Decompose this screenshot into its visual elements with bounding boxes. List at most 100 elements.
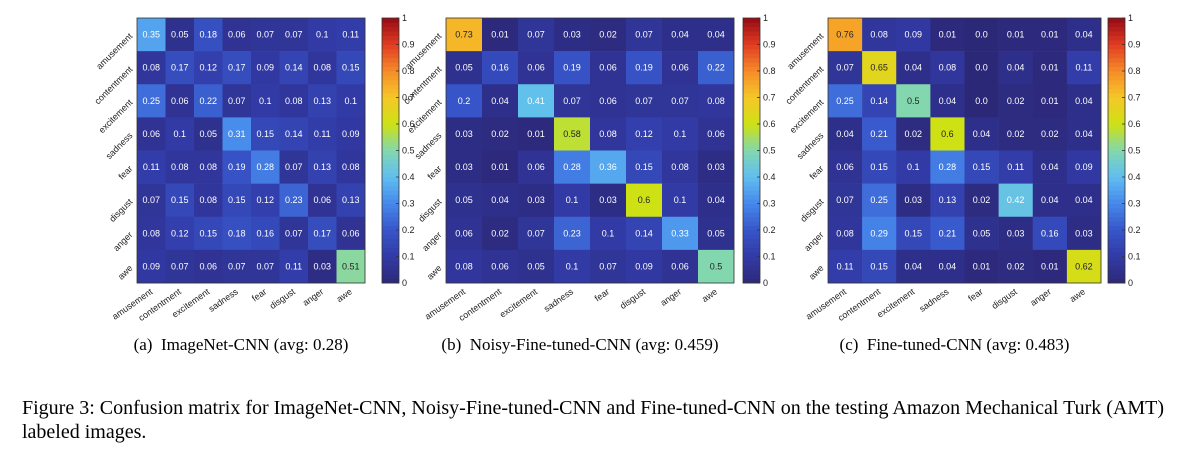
colorbar-segment (382, 119, 399, 125)
colorbar-segment (1108, 181, 1125, 187)
colorbar-segment (1108, 128, 1125, 134)
colorbar-tick-label: 0.9 (763, 40, 776, 50)
colorbar-segment (382, 97, 399, 103)
cell-value-label: 0.04 (707, 30, 725, 40)
y-tick-label: disgust (798, 196, 826, 224)
heatmap-cell (698, 84, 735, 118)
cell-value-label: 0.1 (907, 162, 920, 172)
colorbar-segment (1108, 185, 1125, 191)
cell-value-label: 0.31 (228, 129, 246, 139)
cell-value-label: 0.42 (1007, 195, 1025, 205)
colorbar-tick-label: 0.3 (402, 199, 415, 209)
colorbar-segment (743, 57, 760, 63)
heatmap-cell (336, 51, 366, 85)
y-tick-label: awe (425, 263, 444, 282)
heatmap-cell (194, 216, 223, 251)
heatmap-cell (828, 150, 863, 184)
colorbar-segment (382, 48, 399, 54)
heatmap-cell (482, 18, 519, 52)
cell-value-label: 0.13 (939, 195, 957, 205)
heatmap-cell (137, 150, 166, 184)
colorbar-segment (382, 163, 399, 169)
cell-value-label: 0.05 (707, 228, 725, 238)
y-tick-label: sadness (413, 130, 444, 161)
colorbar-segment (743, 234, 760, 240)
heatmap-cell (279, 183, 309, 218)
heatmap-cell (518, 51, 555, 85)
heatmap-cell (336, 183, 366, 218)
colorbar-segment (743, 260, 760, 266)
colorbar-segment (382, 274, 399, 279)
heatmap-cell (862, 51, 897, 85)
colorbar-segment (1108, 265, 1125, 271)
heatmap-cell (222, 51, 252, 85)
colorbar-segment (1108, 221, 1125, 226)
cell-value-label: 0.22 (199, 96, 217, 106)
colorbar-segment (1108, 44, 1125, 50)
colorbar-segment (743, 159, 760, 165)
x-tick-label: fear (593, 286, 611, 303)
heatmap-cell (518, 216, 555, 251)
heatmap-cell (518, 18, 555, 52)
colorbar-segment (1108, 26, 1125, 32)
cell-value-label: 0.18 (199, 30, 217, 40)
heatmap-cell (626, 150, 663, 184)
colorbar-segment (743, 110, 760, 116)
cell-value-label: 0.19 (228, 162, 246, 172)
colorbar-segment (1108, 274, 1125, 279)
heatmap-cell (482, 84, 519, 118)
cell-value-label: 0.01 (973, 261, 991, 271)
colorbar-segment (1108, 101, 1125, 107)
heatmap-cell (862, 117, 897, 151)
colorbar-segment (743, 18, 760, 23)
heatmap-cell (308, 84, 337, 118)
heatmap-cell (194, 150, 223, 184)
colorbar-segment (1108, 234, 1125, 240)
colorbar-segment (1108, 247, 1125, 253)
heatmap-cell (336, 150, 366, 184)
heatmap-cell (279, 117, 309, 151)
heatmap-cell (165, 18, 195, 52)
cell-value-label: 0.6 (638, 195, 651, 205)
colorbar-tick-label: 1 (402, 13, 407, 23)
colorbar-segment (382, 84, 399, 90)
heatmap-panel: 0.76 0.08 0.09 0.01 0.0 0.01 0.01 0.040.07 0.65 0… (783, 13, 1140, 354)
colorbar-segment (382, 278, 399, 284)
cell-value-label: 0.08 (285, 96, 303, 106)
colorbar-segment (743, 194, 760, 200)
colorbar-tick-label: 0.8 (402, 66, 415, 76)
heatmap-cell (518, 150, 555, 184)
colorbar-tick-label: 1 (1128, 13, 1133, 23)
heatmap-cell (194, 183, 223, 218)
heatmap-cell (222, 84, 252, 118)
colorbar-segment (382, 221, 399, 226)
colorbar-segment (382, 203, 399, 209)
colorbar-segment (743, 31, 760, 37)
cell-value-label: 0.03 (707, 162, 725, 172)
cell-value-label: 0.05 (171, 30, 189, 40)
heatmap-cell (222, 18, 252, 52)
heatmap-cell (1032, 84, 1068, 118)
cell-value-label: 0.0 (975, 96, 988, 106)
colorbar-segment (382, 238, 399, 244)
cell-value-label: 0.03 (527, 195, 545, 205)
heatmap-cell (279, 51, 309, 85)
colorbar-segment (743, 181, 760, 187)
cell-value-label: 0.19 (635, 63, 653, 73)
cell-value-label: 0.06 (527, 63, 545, 73)
heatmap-cell (308, 18, 337, 52)
colorbar-segment (743, 243, 760, 249)
colorbar-segment (382, 212, 399, 218)
colorbar-segment (743, 238, 760, 244)
colorbar-segment (1108, 66, 1125, 72)
cell-value-label: 0.04 (1007, 63, 1025, 73)
cell-value-label: 0.06 (599, 96, 617, 106)
cell-value-label: 0.15 (905, 228, 923, 238)
heatmap-cell (554, 183, 591, 218)
cell-value-label: 0.04 (939, 261, 957, 271)
cell-value-label: 0.07 (836, 63, 854, 73)
colorbar-segment (1108, 212, 1125, 218)
colorbar-segment (1108, 97, 1125, 103)
colorbar-segment (382, 44, 399, 50)
colorbar-tick-label: 0.8 (763, 66, 776, 76)
